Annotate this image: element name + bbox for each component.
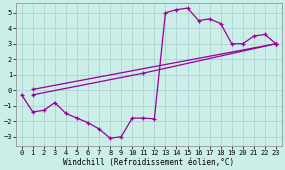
X-axis label: Windchill (Refroidissement éolien,°C): Windchill (Refroidissement éolien,°C) xyxy=(63,158,234,167)
